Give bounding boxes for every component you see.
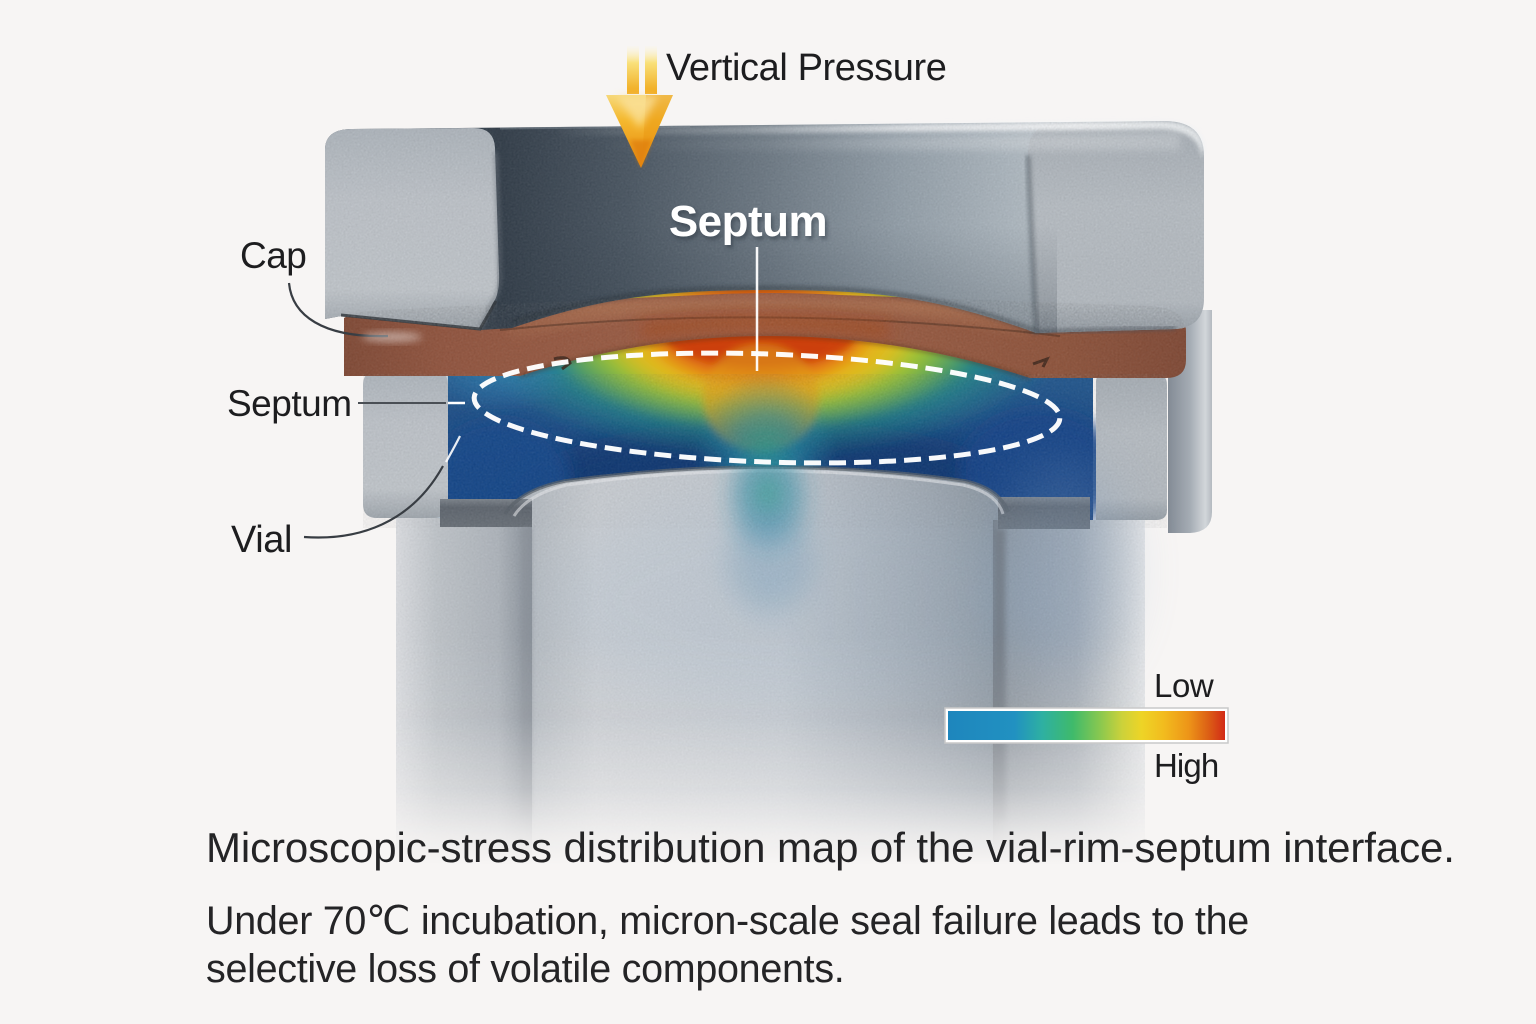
svg-text:Septum: Septum (227, 383, 352, 424)
svg-text:Low: Low (1154, 667, 1214, 704)
svg-text:Septum: Septum (669, 197, 827, 246)
svg-text:selective loss of volatile com: selective loss of volatile components. (206, 947, 844, 991)
svg-text:Vial: Vial (231, 519, 292, 561)
svg-text:Septum: Septum (671, 200, 829, 249)
svg-text:Vertical Pressure: Vertical Pressure (666, 47, 946, 89)
svg-text:Microscopic-stress distributio: Microscopic-stress distribution map of t… (206, 824, 1455, 871)
svg-text:Cap: Cap (240, 235, 306, 276)
svg-text:High: High (1154, 747, 1218, 784)
svg-text:Under 70℃ incubation, micron-s: Under 70℃ incubation, micron-scale seal … (206, 899, 1249, 943)
